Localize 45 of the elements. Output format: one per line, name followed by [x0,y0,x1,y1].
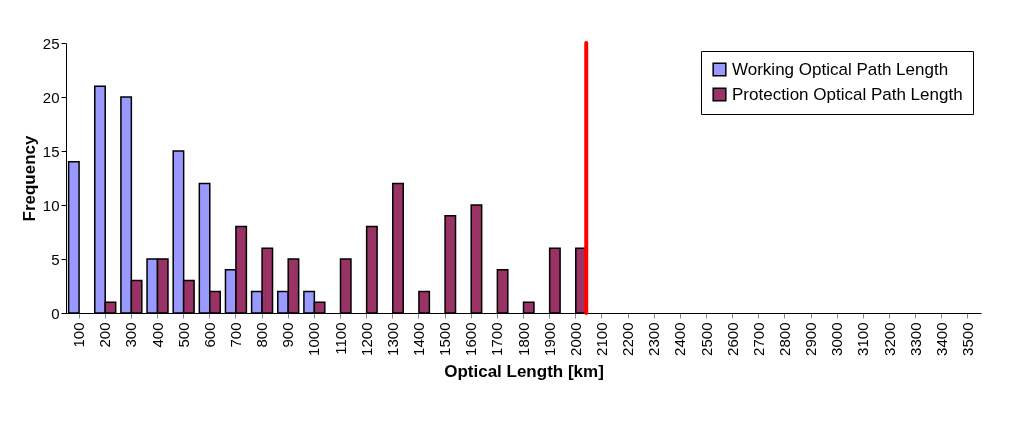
x-tick-label: 3100 [854,322,872,356]
x-tick-label: 2600 [723,322,741,356]
x-tick-label: 1400 [409,322,427,356]
x-axis-title: Optical Length [km] [444,361,604,381]
x-tick-label: 700 [226,322,244,348]
x-tick-label: 2900 [802,322,820,356]
x-tick-label: 500 [174,322,192,348]
x-tick-label: 400 [148,322,166,348]
x-tick-label: 2000 [566,322,584,356]
legend-label: Protection Optical Path Length [732,84,963,104]
x-tick-label: 2800 [775,322,793,356]
legend-label: Working Optical Path Length [732,59,949,79]
x-tick-label: 2200 [619,322,637,356]
x-tick-label: 3400 [932,322,950,356]
x-tick-label: 300 [122,322,140,348]
y-axis-title: Frequency [19,134,39,222]
y-tick-label: 20 [42,88,60,106]
x-tick-label: 3300 [906,322,924,356]
y-tick-label: 0 [51,304,60,322]
x-tick-label: 1600 [462,322,480,356]
x-tick-label: 600 [200,322,218,348]
x-tick-label: 1800 [514,322,532,356]
x-tick-label: 1700 [488,322,506,356]
x-tick-label: 1900 [540,322,558,356]
x-tick-label: 2300 [645,322,663,356]
x-tick-label: 2100 [592,322,610,356]
x-tick-label: 1300 [383,322,401,356]
x-tick-label: 3000 [828,322,846,356]
x-tick-label: 2400 [671,322,689,356]
x-tick-label: 900 [279,322,297,348]
x-tick-label: 1100 [331,322,349,355]
y-tick-label: 10 [42,196,60,214]
x-tick-label: 800 [253,322,271,348]
y-tick-label: 5 [51,250,60,268]
x-tick-label: 1000 [305,322,323,356]
y-tick-label: 15 [42,142,60,160]
x-tick-label: 3200 [880,322,898,356]
x-tick-label: 2700 [749,322,767,356]
x-tick-label: 1200 [357,322,375,356]
x-tick-label: 2500 [697,322,715,356]
x-tick-label: 200 [96,322,114,348]
x-tick-label: 3500 [958,322,976,356]
x-tick-label: 100 [70,322,88,348]
x-tick-label: 1500 [436,322,454,356]
y-tick-label: 25 [42,34,60,52]
